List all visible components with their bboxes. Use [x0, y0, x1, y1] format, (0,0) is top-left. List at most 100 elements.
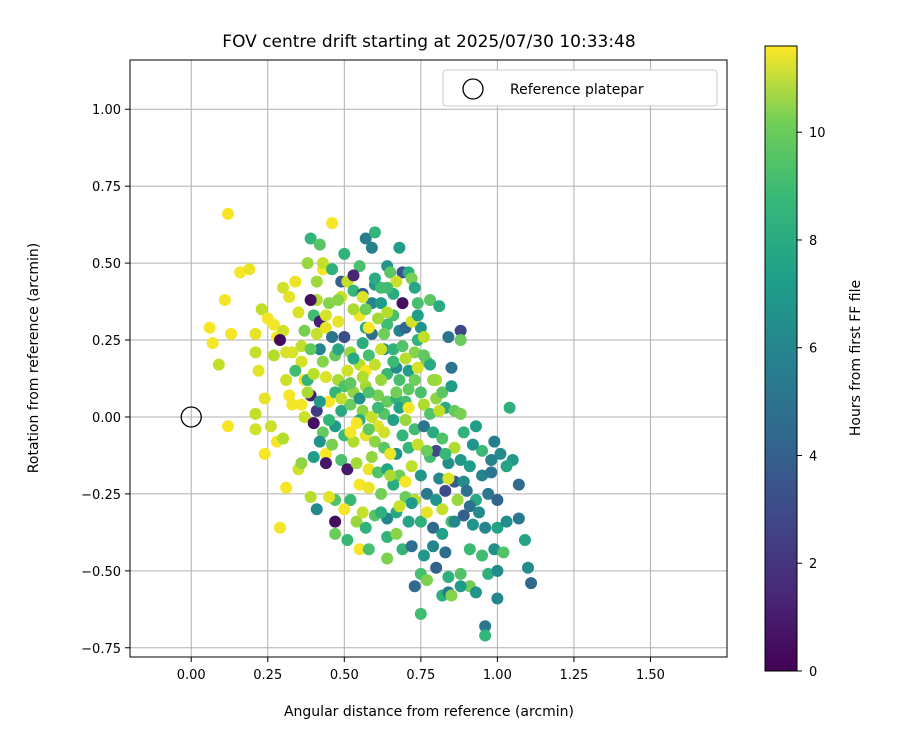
data-point: [371, 312, 384, 325]
data-point: [350, 515, 363, 528]
data-point: [430, 444, 443, 457]
data-point: [414, 607, 427, 620]
data-point: [362, 321, 375, 334]
data-point: [402, 401, 415, 414]
data-point: [249, 346, 262, 359]
data-point: [463, 543, 476, 556]
data-point: [402, 364, 415, 377]
data-point: [277, 324, 290, 337]
data-point: [304, 294, 317, 307]
data-point: [457, 426, 470, 439]
data-point: [319, 321, 332, 334]
x-axis-ticks: 0.00 0.25 0.50 0.75 1.00 1.25 1.50: [177, 657, 665, 683]
data-point: [411, 309, 424, 322]
colorbar-tick-label: 10: [809, 126, 826, 141]
data-point: [393, 374, 406, 387]
data-point: [350, 457, 363, 470]
data-point: [399, 414, 412, 427]
data-point: [448, 441, 461, 454]
data-point: [466, 518, 479, 531]
data-point: [286, 346, 299, 359]
data-point: [485, 454, 498, 467]
data-point: [466, 438, 479, 451]
data-point: [344, 377, 357, 390]
data-point: [387, 343, 400, 356]
data-point: [307, 417, 320, 430]
data-point: [295, 457, 308, 470]
y-axis-label: Rotation from reference (arcmin): [26, 243, 42, 473]
y-axis-ticks: −0.75 −0.50 −0.25 0.00 0.25 0.50 0.75 1.00: [81, 103, 130, 657]
data-point: [326, 330, 339, 343]
x-tick-label: 1.25: [559, 668, 588, 683]
data-point: [310, 503, 323, 516]
y-tick-label: 0.50: [92, 257, 121, 272]
data-point: [399, 352, 412, 365]
data-point: [350, 417, 363, 430]
data-point: [448, 515, 461, 528]
data-point: [329, 515, 342, 528]
data-point: [249, 407, 262, 420]
data-point: [375, 487, 388, 500]
data-point: [304, 343, 317, 356]
data-point: [457, 509, 470, 522]
data-point: [463, 500, 476, 513]
data-point: [393, 500, 406, 513]
data-point: [518, 534, 531, 547]
data-point: [402, 515, 415, 528]
data-point: [368, 272, 381, 285]
data-point: [316, 257, 329, 270]
data-point: [307, 450, 320, 463]
colorbar-tick-label: 2: [809, 557, 817, 572]
data-point: [424, 358, 437, 371]
data-point: [356, 404, 369, 417]
data-point: [332, 315, 345, 328]
data-point: [497, 546, 510, 559]
x-tick-label: 0.25: [253, 668, 282, 683]
data-point: [430, 561, 443, 574]
data-point: [313, 343, 326, 356]
data-point: [405, 272, 418, 285]
data-point: [436, 386, 449, 399]
data-point: [323, 490, 335, 503]
data-point: [319, 457, 332, 470]
data-point: [368, 435, 381, 448]
data-point: [283, 389, 296, 402]
data-point: [503, 401, 516, 414]
data-point: [381, 318, 394, 331]
data-point: [408, 374, 421, 387]
data-point: [424, 294, 437, 307]
data-point: [365, 410, 378, 423]
data-point: [405, 460, 418, 473]
data-point: [439, 447, 452, 460]
data-point: [378, 327, 391, 340]
data-point: [221, 207, 234, 220]
data-point: [301, 257, 314, 270]
data-point: [313, 395, 326, 408]
data-point: [313, 238, 326, 251]
data-point: [488, 435, 501, 448]
data-point: [310, 327, 323, 340]
data-point: [206, 337, 219, 350]
data-point: [344, 494, 357, 507]
legend-box: [442, 69, 718, 107]
data-point: [347, 269, 360, 282]
data-point: [442, 570, 455, 583]
y-tick-label: −0.50: [81, 565, 121, 580]
data-point: [433, 404, 446, 417]
data-point: [234, 266, 247, 279]
legend-marker-reference: [462, 78, 484, 100]
data-point: [402, 383, 415, 396]
data-point: [332, 294, 345, 307]
data-point: [362, 543, 375, 556]
x-tick-label: 0.50: [330, 668, 359, 683]
data-point: [341, 463, 354, 476]
x-tick-label: 0.00: [177, 668, 206, 683]
data-point: [430, 494, 443, 507]
data-point: [454, 567, 467, 580]
data-point: [221, 420, 234, 433]
data-point: [375, 297, 388, 310]
data-point: [286, 398, 299, 411]
data-point: [393, 401, 406, 414]
data-point: [356, 370, 369, 383]
data-point: [479, 521, 492, 534]
